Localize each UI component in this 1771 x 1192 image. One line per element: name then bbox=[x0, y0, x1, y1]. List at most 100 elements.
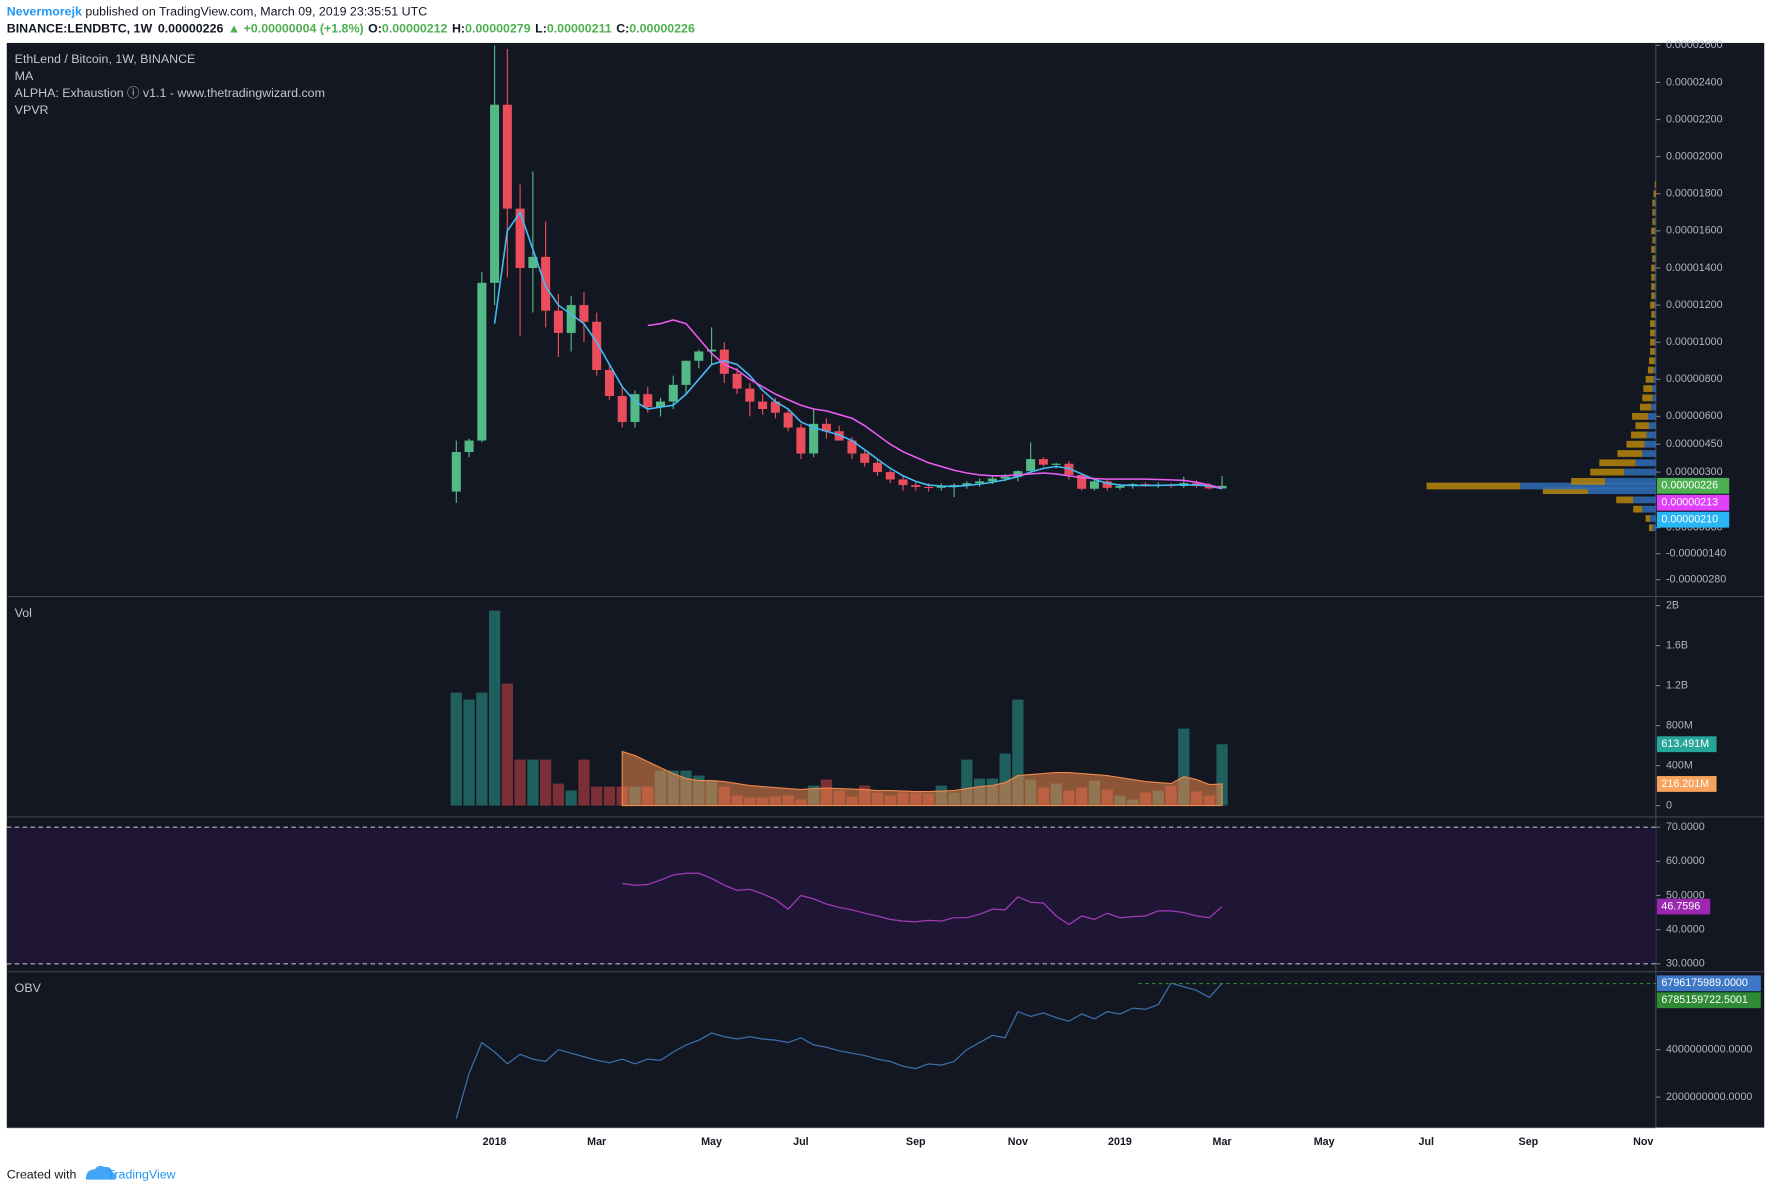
vpvr-down bbox=[1630, 431, 1647, 439]
volume-bar bbox=[476, 692, 488, 806]
x-tick-label: May bbox=[1314, 1136, 1335, 1148]
volume-bar bbox=[591, 786, 603, 806]
y-tick-label: 1.6B bbox=[1666, 639, 1688, 651]
vpvr-down bbox=[1652, 218, 1655, 225]
y-tick-label: 0.00002200 bbox=[1666, 113, 1723, 125]
y-tick-label: 0.00002600 bbox=[1666, 39, 1723, 51]
vpvr-up bbox=[1654, 199, 1656, 207]
y-tick-label: 70.0000 bbox=[1666, 821, 1705, 833]
vpvr-down bbox=[1426, 482, 1521, 490]
y-tick-label: -0.00000140 bbox=[1666, 548, 1726, 560]
candle-body bbox=[1077, 474, 1087, 489]
y-tick-label: 0.00002000 bbox=[1666, 150, 1723, 162]
candle-body bbox=[553, 310, 563, 333]
candle-body bbox=[758, 401, 768, 409]
price-label: 0.00000210 bbox=[1661, 514, 1718, 526]
vpvr-down bbox=[1571, 477, 1605, 485]
volume-bar bbox=[999, 753, 1011, 806]
candle-body bbox=[1217, 485, 1227, 489]
vpvr-down bbox=[1590, 468, 1625, 476]
vpvr-down bbox=[1626, 440, 1645, 448]
vpvr-up bbox=[1652, 524, 1656, 532]
vpvr-up bbox=[1644, 440, 1656, 448]
y-tick-label: 0.00000600 bbox=[1666, 410, 1723, 422]
candle-body bbox=[975, 481, 985, 484]
candle-body bbox=[1051, 463, 1061, 465]
vpvr-down bbox=[1651, 292, 1655, 300]
vpvr-up bbox=[1654, 348, 1656, 355]
vpvr-down bbox=[1647, 366, 1654, 374]
price-label: 216.201M bbox=[1661, 778, 1709, 790]
candle-body bbox=[592, 321, 602, 371]
y-tick-label: 60.0000 bbox=[1666, 855, 1705, 867]
candle-body bbox=[1102, 481, 1112, 488]
vpvr-up bbox=[1654, 255, 1656, 263]
candle-body bbox=[796, 427, 806, 454]
vpvr-up bbox=[1654, 320, 1656, 328]
vpvr-up bbox=[1649, 422, 1656, 430]
y-tick-label: 0.00001800 bbox=[1666, 188, 1723, 200]
vpvr-down bbox=[1649, 357, 1655, 365]
vpvr-up bbox=[1652, 385, 1656, 392]
candle-body bbox=[898, 479, 908, 486]
volume-bar bbox=[552, 783, 565, 806]
ohlc-key: O: bbox=[368, 22, 382, 36]
author[interactable]: Nevermorejk bbox=[7, 5, 82, 19]
vpvr-down bbox=[1635, 422, 1650, 430]
indicator-line bbox=[622, 872, 1223, 926]
candle-body bbox=[1115, 485, 1125, 488]
y-tick-label: 40.0000 bbox=[1666, 923, 1705, 935]
x-tick-label: Nov bbox=[1633, 1136, 1653, 1148]
y-tick-label: -0.00000280 bbox=[1666, 574, 1726, 586]
vpvr-down bbox=[1653, 190, 1656, 198]
ohlc-key: C: bbox=[616, 22, 629, 36]
price-label: 0.00000213 bbox=[1661, 497, 1718, 509]
vpvr-up bbox=[1635, 459, 1656, 467]
vpvr-down bbox=[1617, 450, 1643, 457]
candle-body bbox=[860, 453, 870, 463]
legend-entry: VPVR bbox=[15, 103, 49, 117]
footer-brand[interactable]: TradingView bbox=[107, 1167, 175, 1181]
y-tick-label: 0.00001400 bbox=[1666, 262, 1723, 274]
candle-body bbox=[707, 349, 717, 352]
vpvr-up bbox=[1646, 431, 1656, 439]
volume-bar bbox=[527, 759, 539, 806]
candle-body bbox=[1013, 471, 1023, 477]
ohlc-value: 0.00000212 bbox=[382, 22, 448, 36]
ohlc-key: L: bbox=[535, 22, 547, 36]
candle-body bbox=[490, 104, 500, 283]
vpvr-up bbox=[1654, 246, 1656, 253]
candle-body bbox=[834, 431, 844, 441]
volume-bar bbox=[565, 790, 577, 806]
y-tick-label: 0.00000450 bbox=[1666, 438, 1723, 450]
volume-bar bbox=[501, 683, 514, 806]
candle-body bbox=[1026, 459, 1036, 472]
x-tick-label: 2019 bbox=[1108, 1136, 1132, 1148]
vpvr-up bbox=[1604, 477, 1656, 485]
price-label: 613.491M bbox=[1661, 738, 1709, 750]
vpvr-down bbox=[1642, 394, 1653, 402]
vpvr-down bbox=[1650, 348, 1655, 355]
y-tick-label: 50.0000 bbox=[1666, 889, 1705, 901]
price-label-box bbox=[1656, 975, 1761, 992]
vpvr-up bbox=[1654, 264, 1656, 272]
candle-body bbox=[681, 360, 691, 385]
published: published on TradingView.com, March 09, … bbox=[82, 5, 427, 19]
y-tick-label: 0.00001200 bbox=[1666, 299, 1723, 311]
vpvr-up bbox=[1654, 218, 1656, 225]
vpvr-down bbox=[1652, 255, 1655, 263]
candle-body bbox=[809, 423, 819, 454]
volume-bar bbox=[539, 759, 552, 806]
vpvr-up bbox=[1654, 357, 1656, 365]
price-label-box bbox=[1656, 494, 1730, 511]
vpvr-up bbox=[1654, 236, 1656, 244]
y-tick-label: 0.00001000 bbox=[1666, 336, 1723, 348]
footer-created: Created with bbox=[7, 1167, 77, 1181]
vpvr-down bbox=[1649, 524, 1653, 532]
y-tick-label: 0.00002400 bbox=[1666, 76, 1723, 88]
candle-body bbox=[541, 256, 551, 311]
candle-body bbox=[719, 349, 729, 374]
vpvr-down bbox=[1650, 301, 1655, 309]
vpvr-up bbox=[1633, 496, 1656, 504]
